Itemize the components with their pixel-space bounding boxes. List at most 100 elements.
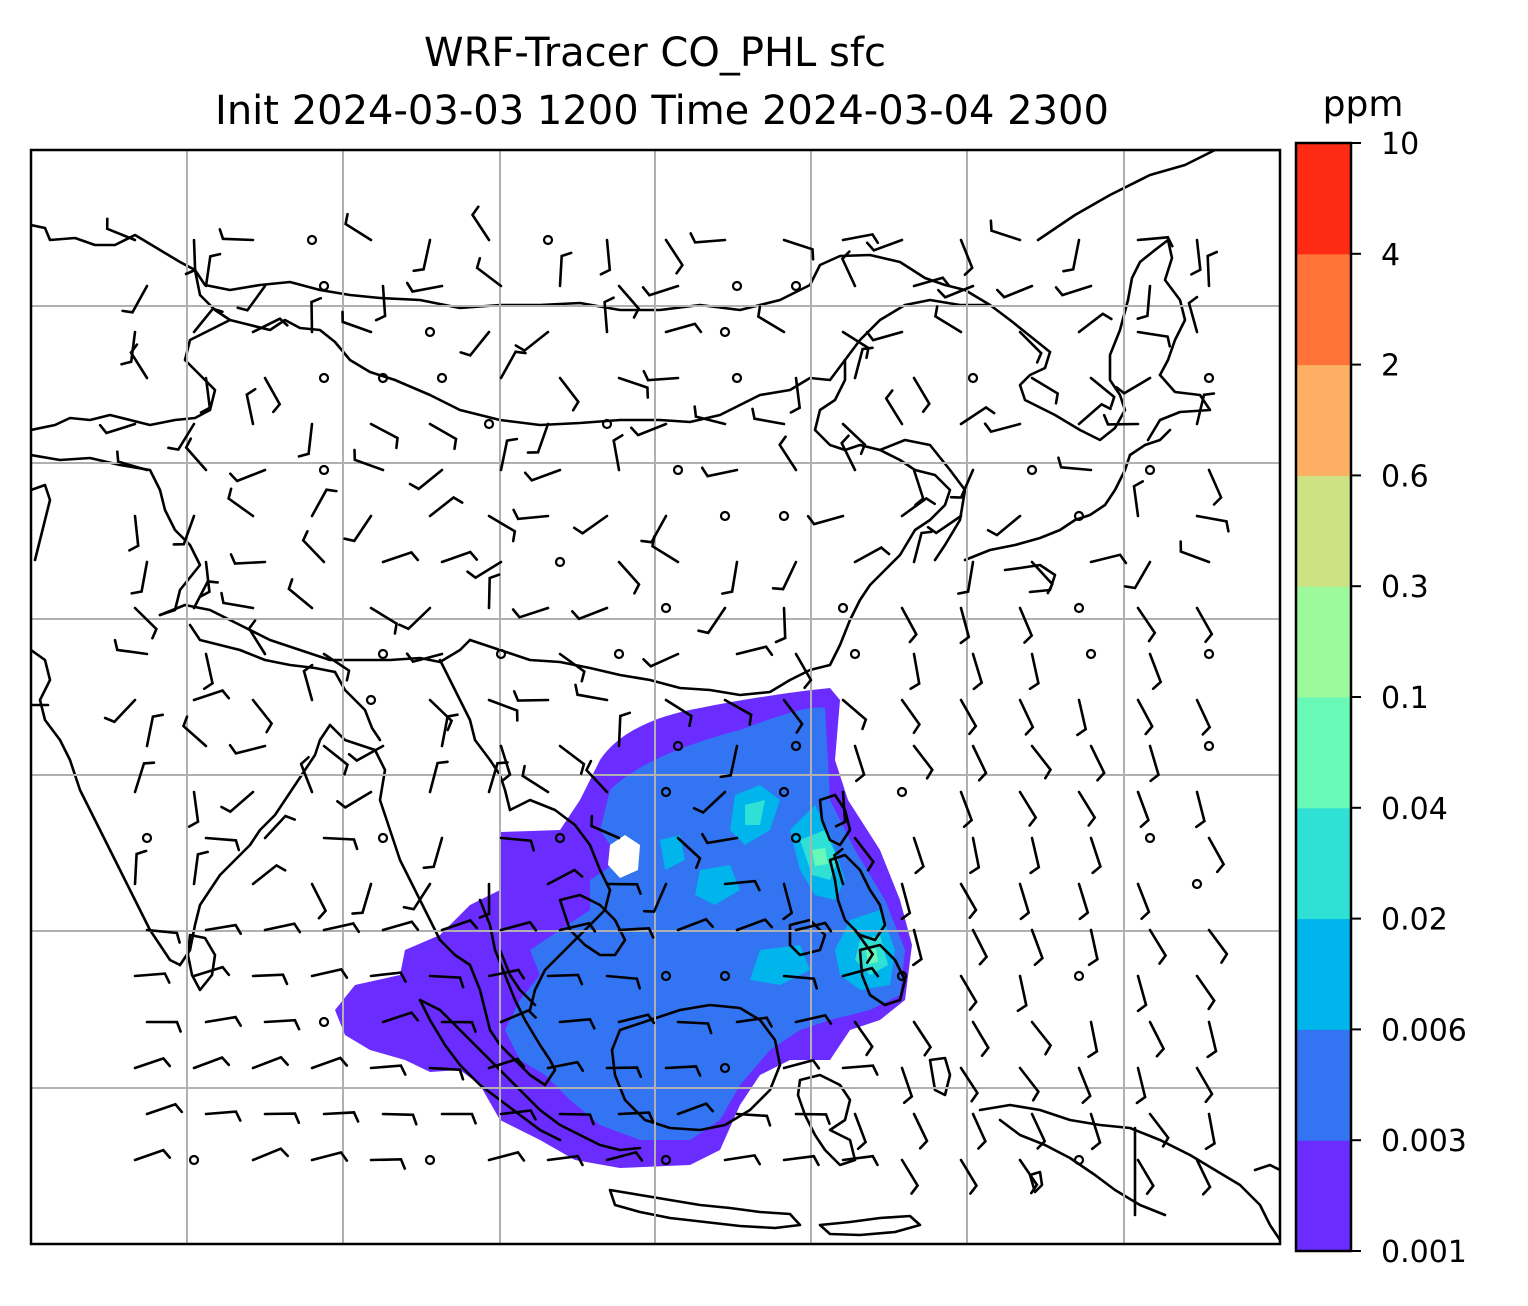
wind-barb: [840, 434, 857, 472]
wind-barb: [853, 546, 891, 564]
calm-wind-marker: [778, 510, 790, 522]
calm-wind-marker: [365, 694, 377, 706]
wind-barb: [199, 376, 212, 414]
wind-barb: [937, 284, 975, 299]
wind-barb: [287, 578, 314, 610]
wind-barb: [983, 422, 1022, 434]
wind-barb: [218, 228, 255, 242]
calm-wind-marker: [896, 786, 908, 798]
wind-barb: [478, 882, 491, 919]
wind-barb: [204, 836, 241, 852]
wind-barb: [251, 863, 287, 886]
wind-barb: [184, 437, 208, 472]
wind-barb: [220, 790, 255, 814]
wind-barb: [853, 928, 875, 964]
wind-barb: [841, 1154, 879, 1167]
wind-barb: [428, 495, 464, 518]
wind-barb: [806, 514, 845, 526]
wind-barb: [1018, 330, 1043, 364]
wind-barb: [369, 422, 399, 450]
wind-barb: [771, 560, 798, 591]
wind-barb: [617, 1013, 656, 1025]
wind-barb: [297, 422, 314, 458]
calm-wind-marker: [719, 510, 731, 522]
wind-barb: [301, 530, 326, 564]
wind-barb: [322, 836, 359, 851]
wind-barb: [353, 448, 385, 472]
calm-wind-marker: [1191, 878, 1203, 890]
wind-barb: [599, 238, 612, 276]
wind-barb: [113, 638, 149, 656]
wind-barb: [1206, 1020, 1218, 1059]
wind-barb: [676, 836, 702, 869]
wind-barbs: [98, 205, 1230, 1196]
wind-barb: [247, 619, 267, 656]
calm-wind-marker: [495, 648, 507, 660]
wind-barb: [723, 698, 753, 726]
wind-barb: [499, 836, 535, 852]
colorbar-tick-label: 4: [1381, 238, 1400, 273]
wind-barb: [617, 711, 632, 748]
wind-barb: [398, 606, 432, 631]
wind-barb: [959, 238, 974, 276]
wind-barb: [1148, 652, 1163, 690]
wind-barb: [558, 376, 580, 412]
wind-barb: [605, 882, 642, 895]
wind-barb: [341, 310, 373, 334]
wind-barb: [692, 790, 727, 815]
wind-barb: [912, 1020, 933, 1057]
wind-barb: [251, 1055, 289, 1070]
wind-barb: [900, 698, 921, 735]
wind-barb: [428, 422, 458, 451]
colorbar-segment: [1296, 1029, 1351, 1141]
calm-wind-marker: [1073, 510, 1085, 522]
calm-wind-marker: [318, 464, 330, 476]
wind-barb: [664, 698, 693, 728]
wind-barb: [133, 761, 156, 794]
wind-barb: [959, 606, 971, 645]
calm-wind-marker: [1026, 464, 1038, 476]
wind-barb: [251, 1147, 289, 1162]
wind-barb: [1179, 540, 1211, 564]
wind-barb: [98, 422, 137, 435]
wind-barb: [546, 868, 584, 886]
wind-barb: [1087, 1020, 1099, 1059]
wind-barb: [558, 251, 573, 288]
wind-barb: [959, 974, 978, 1011]
wind-barb: [735, 918, 774, 932]
wind-barb: [605, 1150, 644, 1162]
wind-barb: [440, 550, 479, 564]
colorbar-tick-label: 10: [1381, 127, 1419, 162]
wind-barb: [245, 387, 257, 426]
wind-barb: [1206, 250, 1219, 288]
wind-barb: [617, 560, 641, 595]
wind-barb: [133, 972, 171, 984]
wind-barb: [986, 514, 1022, 537]
wind-barb: [1136, 1158, 1155, 1195]
wind-barb: [794, 1112, 831, 1125]
wind-barb: [735, 1112, 772, 1127]
colorbar-segments: [1296, 143, 1351, 1252]
colorbar-tick-label: 0.3: [1381, 570, 1429, 605]
calm-wind-marker: [613, 648, 625, 660]
wind-barb: [1207, 468, 1223, 506]
wind-barb: [347, 744, 385, 763]
wind-barb: [1195, 790, 1206, 829]
wind-barb: [343, 514, 373, 543]
wind-barb: [1136, 790, 1150, 829]
colorbar-segment: [1296, 364, 1351, 476]
wind-barb: [1148, 928, 1168, 965]
wind-barb: [121, 284, 149, 314]
colorbar-segment: [1296, 586, 1351, 698]
wind-barb: [884, 389, 904, 426]
wind-barb: [336, 790, 373, 809]
wind-barb: [521, 764, 550, 794]
wind-barb: [959, 698, 978, 736]
wind-barb: [487, 1150, 526, 1162]
calm-wind-marker: [660, 602, 672, 614]
wind-barb: [651, 535, 680, 564]
wind-barb: [605, 974, 641, 990]
calm-wind-marker: [554, 832, 566, 844]
wind-barb: [428, 974, 465, 989]
